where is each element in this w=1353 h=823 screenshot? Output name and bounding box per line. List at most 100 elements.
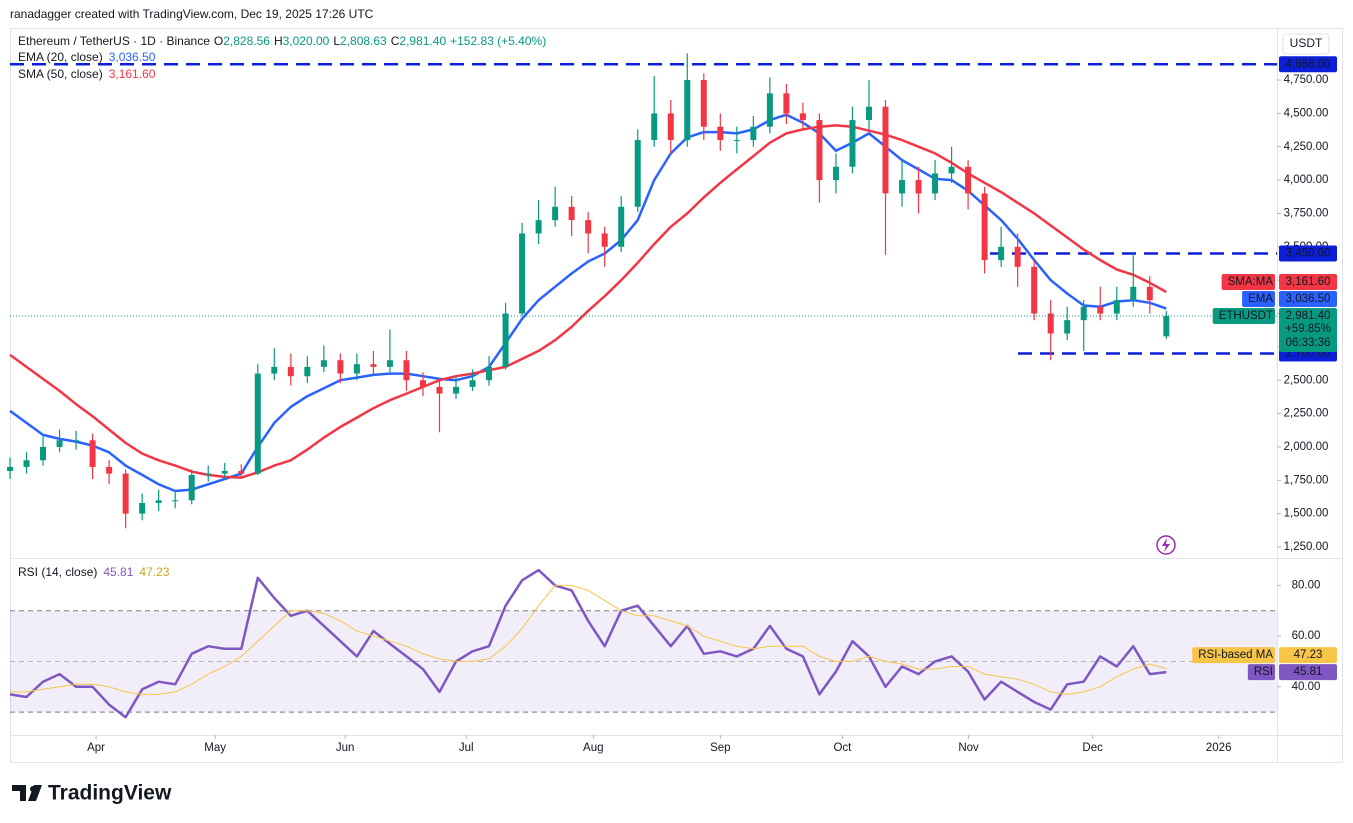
- ohlc-value: 2,981.40: [399, 34, 446, 48]
- axis-tag: RSI-based MA: [1198, 649, 1273, 661]
- rsi-title: RSI (14, close): [18, 565, 97, 579]
- currency-box[interactable]: [1282, 33, 1330, 55]
- level-label-box: [1279, 245, 1337, 262]
- brand: TradingView: [48, 782, 172, 805]
- candle-body: [23, 460, 30, 467]
- y-tick-label: 4,750.00: [1284, 74, 1329, 86]
- candle-body: [1130, 286, 1137, 301]
- axis-value-box: [1279, 647, 1337, 664]
- axis-value-box: [1279, 664, 1337, 681]
- candle-body: [700, 80, 707, 127]
- candle-body: [419, 380, 426, 387]
- legend-name: EMA (20, close): [18, 50, 103, 64]
- ohlc-value: 3,020.00: [283, 34, 330, 48]
- axis-value-box: [1279, 273, 1337, 290]
- legend-value: 45.81: [103, 565, 133, 579]
- axis-tag: RSI: [1254, 666, 1273, 678]
- candle-body: [1163, 315, 1170, 337]
- x-tick-label: Dec: [1082, 742, 1103, 754]
- x-tick-label: May: [204, 742, 226, 754]
- y-tick-label: 1,750.00: [1284, 474, 1329, 486]
- candle-body: [122, 473, 129, 514]
- candle-body: [998, 246, 1005, 261]
- candle-body: [40, 446, 47, 461]
- candle-body: [172, 500, 179, 502]
- events-icon-bolt: [1162, 538, 1170, 552]
- candle-body: [188, 474, 195, 501]
- candle-body: [899, 180, 906, 194]
- axis-tag: SMA:MA: [1228, 276, 1274, 288]
- axis-tag-box: [1242, 290, 1275, 307]
- candle-body: [1064, 320, 1071, 334]
- x-tick-label: Aug: [583, 742, 603, 754]
- candle-body: [667, 113, 674, 141]
- level-label: 4,868.00: [1286, 58, 1331, 70]
- y-tick-label: 2,000.00: [1284, 441, 1329, 453]
- ohlc-value: 2,808.63: [340, 34, 387, 48]
- candle-body: [568, 206, 575, 221]
- level-label-box: [1279, 56, 1337, 73]
- axis-tag-box: [1221, 273, 1275, 290]
- series-line: [9, 124, 1167, 479]
- candle-body: [1146, 286, 1153, 301]
- candle-body: [1047, 313, 1054, 334]
- candle-body: [1113, 300, 1120, 314]
- candle-body: [948, 166, 955, 174]
- candle-body: [882, 106, 889, 194]
- candle-body: [221, 470, 228, 474]
- y-tick-label: 2,250.00: [1284, 408, 1329, 420]
- symbol-title: Ethereum / TetherUS · 1D · Binance: [18, 34, 210, 48]
- change-pct: +59.85%: [1285, 323, 1331, 335]
- y-tick-label: 2,500.00: [1284, 374, 1329, 386]
- candle-body: [337, 360, 344, 374]
- candle-body: [1080, 306, 1087, 321]
- y-tick-label: 4,250.00: [1284, 141, 1329, 153]
- candle-body: [205, 473, 212, 475]
- candle-body: [651, 113, 658, 141]
- legend-entry: EMA (20, close) 3,036.50: [18, 50, 156, 64]
- candle-body: [469, 380, 476, 387]
- candle-body: [139, 502, 146, 514]
- x-tick-label: 2026: [1206, 742, 1232, 754]
- x-tick-label: Oct: [833, 742, 852, 754]
- candle-body: [965, 166, 972, 194]
- change: +152.83 (+5.40%): [450, 34, 546, 48]
- currency: USDT: [1290, 36, 1323, 50]
- legend-value: 3,161.60: [109, 67, 156, 81]
- axis-value: 3,036.50: [1286, 293, 1331, 305]
- axis-value: 3,161.60: [1286, 276, 1331, 288]
- x-tick-label: Jun: [336, 742, 355, 754]
- candle-body: [717, 126, 724, 141]
- candle-body: [816, 120, 823, 181]
- y-tick-label: 60.00: [1292, 630, 1321, 642]
- candle-body: [519, 233, 526, 314]
- candle-body: [783, 93, 790, 114]
- ohlc-key: H: [274, 34, 283, 48]
- candle-body: [89, 440, 96, 467]
- logo-dot: [30, 786, 36, 792]
- candle-body: [353, 364, 360, 374]
- candle-body: [73, 440, 80, 442]
- symbol-tag-box: [1212, 307, 1275, 324]
- series-line: [9, 568, 1167, 719]
- axis-tag-box: [1247, 664, 1275, 681]
- series-line: [9, 113, 1167, 493]
- y-tick-label: 80.00: [1292, 579, 1321, 591]
- candle-body: [684, 80, 691, 141]
- series-line: [10, 584, 1167, 695]
- candle-body: [832, 166, 839, 181]
- events-icon[interactable]: [1156, 535, 1176, 555]
- axis-value: 47.23: [1294, 649, 1323, 661]
- ohlc-key: L: [333, 34, 340, 48]
- candle-body: [238, 470, 245, 474]
- level-label: 3,450.00: [1286, 248, 1331, 260]
- candle-body: [403, 360, 410, 381]
- candle-body: [7, 466, 13, 471]
- axis-tag-box: [1192, 647, 1275, 664]
- candle-body: [535, 220, 542, 234]
- ohlc-key: C: [391, 34, 400, 48]
- last-price-box: [1279, 307, 1337, 352]
- candle-body: [849, 120, 856, 167]
